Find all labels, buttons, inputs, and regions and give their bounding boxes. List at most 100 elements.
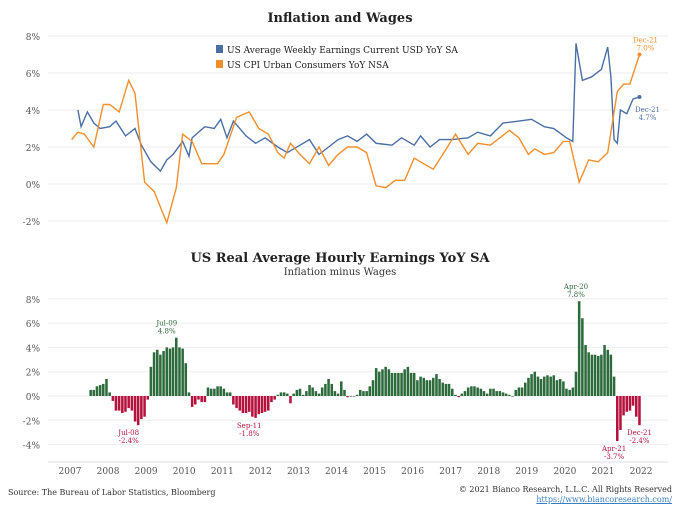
bar bbox=[263, 396, 267, 412]
bar bbox=[136, 396, 140, 426]
bar bbox=[111, 396, 115, 401]
bar bbox=[492, 388, 495, 396]
bar bbox=[152, 352, 156, 396]
bar bbox=[406, 366, 410, 396]
annotation-dot bbox=[637, 52, 642, 57]
bar bbox=[260, 396, 264, 413]
bar bbox=[286, 393, 289, 396]
x-tick-label: 2007 bbox=[59, 467, 82, 477]
bar bbox=[558, 379, 562, 396]
series-line-cpi bbox=[71, 54, 641, 225]
bar bbox=[114, 396, 118, 411]
bar bbox=[628, 396, 632, 411]
bar bbox=[638, 396, 641, 426]
bar bbox=[156, 349, 159, 396]
bar bbox=[501, 392, 505, 396]
bar bbox=[625, 396, 629, 412]
y-tick-label: 4% bbox=[26, 344, 41, 354]
bar bbox=[517, 387, 521, 396]
bar bbox=[543, 376, 546, 396]
bar bbox=[324, 383, 327, 396]
bar bbox=[460, 393, 464, 396]
bar bbox=[473, 386, 476, 396]
bar bbox=[225, 392, 229, 396]
y-tick-label: 0% bbox=[26, 393, 41, 403]
bar bbox=[235, 396, 238, 409]
bar bbox=[194, 396, 197, 405]
bar bbox=[393, 372, 397, 396]
bar bbox=[175, 337, 178, 396]
bar bbox=[616, 396, 619, 441]
bar bbox=[552, 375, 556, 396]
y-tick-label: 0% bbox=[26, 181, 41, 191]
annotation-value: 7.8% bbox=[567, 291, 585, 299]
x-tick-label: 2015 bbox=[363, 467, 386, 477]
bar bbox=[140, 396, 143, 420]
bar bbox=[92, 389, 96, 396]
bar bbox=[282, 392, 286, 396]
bar bbox=[374, 368, 378, 396]
bar bbox=[95, 386, 99, 396]
bar bbox=[149, 366, 153, 396]
bar bbox=[419, 376, 422, 396]
bar bbox=[146, 396, 150, 400]
bar bbox=[441, 382, 445, 396]
bar bbox=[317, 393, 321, 396]
bar bbox=[276, 394, 280, 396]
bar bbox=[447, 383, 451, 396]
bar bbox=[485, 393, 489, 396]
bar bbox=[432, 377, 435, 396]
bar bbox=[425, 380, 429, 396]
bar bbox=[308, 385, 311, 396]
bar bbox=[400, 372, 403, 396]
bar bbox=[546, 375, 549, 396]
x-tick-label: 2008 bbox=[97, 467, 120, 477]
annotation-label: Sep-11 bbox=[237, 422, 262, 430]
bar bbox=[584, 345, 587, 396]
bar bbox=[482, 391, 486, 396]
x-tick-label: 2009 bbox=[135, 467, 158, 477]
bar bbox=[267, 396, 270, 411]
bar bbox=[416, 380, 419, 396]
annotation-value: 4.7% bbox=[639, 114, 657, 122]
bar bbox=[330, 383, 334, 396]
bar bbox=[454, 394, 457, 396]
bar bbox=[346, 396, 349, 398]
bar bbox=[514, 389, 518, 396]
x-tick-label: 2019 bbox=[515, 467, 538, 477]
x-tick-label: 2021 bbox=[592, 467, 615, 477]
y-tick-label: 2% bbox=[26, 369, 41, 379]
bar bbox=[320, 387, 324, 396]
bar bbox=[273, 396, 276, 400]
bar bbox=[520, 387, 524, 396]
bar bbox=[98, 385, 102, 396]
inflation-wages-chart: Inflation and Wages -2% 0% 2% 4% 6% 8% US Avera… bbox=[23, 11, 668, 228]
x-tick-label: 2016 bbox=[401, 467, 424, 477]
bar bbox=[340, 381, 343, 396]
bar bbox=[387, 369, 391, 396]
annotation-label: Dec-21 bbox=[627, 429, 652, 437]
bar bbox=[190, 396, 194, 407]
bar bbox=[279, 392, 283, 396]
bar bbox=[539, 379, 543, 396]
chart-title: US Real Average Hourly Earnings YoY SA bbox=[190, 251, 490, 266]
bar bbox=[121, 396, 124, 413]
bar bbox=[130, 396, 134, 411]
x-tick-label: 2013 bbox=[287, 467, 310, 477]
bar bbox=[444, 383, 448, 396]
website-link[interactable]: https://www.biancoresearch.com/ bbox=[536, 495, 672, 504]
bar bbox=[143, 396, 146, 417]
bar bbox=[171, 347, 175, 396]
bar bbox=[206, 387, 210, 396]
bar bbox=[251, 396, 254, 417]
y-tick-label: 4% bbox=[26, 107, 41, 117]
source-note: Source: The Bureau of Labor Statistics, … bbox=[8, 488, 216, 497]
bar bbox=[203, 396, 207, 403]
bar bbox=[270, 396, 273, 403]
bar bbox=[117, 396, 121, 411]
legend-label: US CPI Urban Consumers YoY NSA bbox=[227, 61, 389, 71]
bar bbox=[219, 386, 222, 396]
annotation-dot bbox=[637, 95, 642, 100]
bar bbox=[102, 383, 105, 396]
